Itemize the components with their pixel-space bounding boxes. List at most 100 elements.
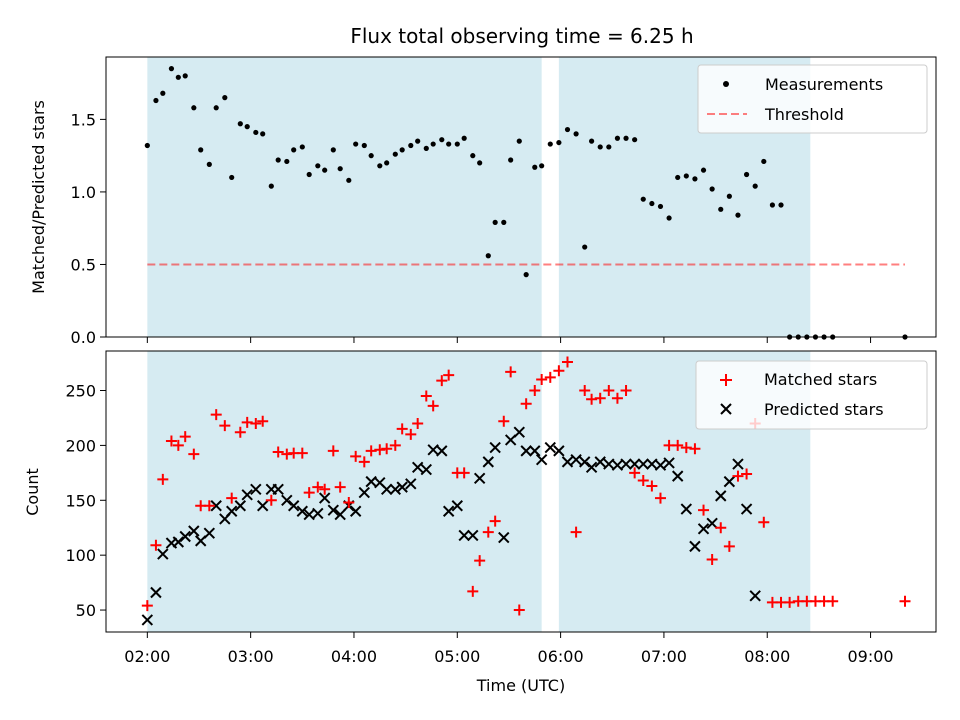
- predicted-star-point: [697, 523, 710, 535]
- matched-star-point: [141, 600, 153, 612]
- predicted-star-point: [594, 456, 606, 468]
- measurement-point: [657, 203, 664, 210]
- measurement-point: [168, 66, 175, 72]
- measurement-point: [213, 105, 219, 111]
- predicted-star-point: [436, 445, 448, 457]
- matched-star-point: [529, 385, 541, 397]
- measurement-point: [683, 173, 689, 179]
- predicted-star-point: [749, 590, 761, 602]
- predicted-star-point: [349, 505, 362, 517]
- measurement-point: [516, 138, 522, 144]
- matched-star-point: [474, 555, 486, 567]
- predicted-star-point: [250, 483, 262, 496]
- bottom-x-ticks: 02:00 03:00 04:00 05:00 06:00 07:00 08:00 09:00: [124, 632, 894, 666]
- predicted-star-point: [296, 505, 309, 517]
- x-tick-label: 07:00: [641, 647, 687, 666]
- predicted-star-point: [203, 527, 216, 539]
- predicted-star-point: [334, 508, 346, 521]
- measurement-point: [470, 153, 476, 159]
- matched-star-point: [706, 554, 718, 566]
- predicted-star-point: [732, 458, 744, 470]
- measurement-point: [244, 124, 250, 130]
- matched-star-point: [281, 448, 293, 460]
- predicted-star-point: [544, 441, 556, 454]
- matched-star-point: [420, 390, 432, 402]
- measurement-point: [346, 177, 352, 183]
- matched-star-point: [680, 442, 692, 454]
- measurement-point: [582, 244, 588, 250]
- matched-star-point: [334, 481, 346, 493]
- matched-star-point: [505, 366, 517, 378]
- matched-star-point: [172, 439, 184, 451]
- matched-star-point: [620, 385, 632, 397]
- matched-star-point: [250, 417, 262, 429]
- matched-star-point: [219, 420, 231, 432]
- measurement-point: [623, 135, 629, 141]
- matched-star-point: [179, 431, 191, 443]
- measurement-point: [384, 160, 390, 166]
- measurement-point: [752, 183, 758, 189]
- predicted-star-point: [327, 504, 340, 516]
- legend-threshold-label: Threshold: [764, 105, 844, 124]
- matched-star-point: [436, 375, 448, 387]
- measurement-point: [175, 74, 181, 80]
- top-legend: Measurements Threshold: [697, 64, 928, 134]
- predicted-star-point: [680, 503, 693, 515]
- measurement-point: [573, 131, 579, 137]
- predicted-star-point: [451, 500, 463, 512]
- bottom-plot-frame: [105, 350, 937, 633]
- predicted-star-point: [287, 500, 300, 512]
- matched-star-point: [319, 483, 331, 495]
- matched-star-point: [899, 595, 911, 607]
- measurement-point: [284, 158, 290, 165]
- predicted-star-point: [256, 500, 269, 512]
- predicted-star-point: [723, 475, 736, 488]
- predicted-star-point: [318, 492, 331, 504]
- measurement-point: [315, 163, 321, 169]
- matched-star-point: [165, 435, 177, 447]
- measurement-point: [353, 141, 359, 147]
- predicted-star-point: [389, 483, 402, 496]
- bottom-y-ticks: 50 100 150 200 250: [65, 382, 106, 620]
- matched-star-point: [689, 443, 701, 455]
- matched-star-point: [646, 480, 658, 492]
- matched-star-point: [611, 392, 623, 404]
- measurement-point: [501, 219, 507, 225]
- measurements-points: [144, 66, 908, 340]
- predicted-star-point: [312, 507, 324, 520]
- measurement-point: [461, 135, 467, 141]
- measurement-point: [477, 160, 483, 166]
- measurement-point: [589, 138, 595, 144]
- matched-star-point: [732, 470, 744, 482]
- measurement-point: [229, 174, 235, 181]
- measurement-point: [632, 137, 638, 143]
- legend-matched-label: Matched stars: [764, 370, 877, 389]
- x-tick-label: 03:00: [228, 647, 274, 666]
- matched-star-point: [758, 516, 770, 528]
- matched-star-point: [603, 385, 615, 397]
- predicted-star-point: [157, 548, 169, 560]
- measurement-point: [743, 171, 750, 178]
- measurement-point: [160, 90, 166, 96]
- predicted-star-point: [358, 486, 371, 499]
- predicted-star-point: [628, 458, 641, 470]
- y-tick-label: 0.0: [71, 328, 96, 347]
- matched-star-point: [489, 515, 501, 527]
- matched-star-point: [374, 444, 386, 456]
- measurement-point: [153, 97, 159, 104]
- predicted-star-point: [420, 463, 432, 476]
- matched-star-point: [365, 445, 377, 457]
- y-tick-label: 1.5: [71, 110, 96, 129]
- matched-star-point: [553, 365, 565, 377]
- matched-star-point: [412, 417, 424, 429]
- matched-star-point: [723, 540, 735, 552]
- y-tick-label: 50: [76, 601, 96, 620]
- top-y-ticks: 0.0 0.5 1.0 1.5: [71, 110, 106, 347]
- measurement-point: [268, 183, 274, 189]
- measurement-point: [361, 142, 367, 149]
- predicted-star-point: [405, 478, 417, 490]
- measurement-point: [392, 151, 398, 157]
- bottom-panel: 50 100 150 200 250 02:00 03:00 04:00 05:00 06:00…: [23, 350, 937, 695]
- predicted-star-point: [141, 614, 154, 626]
